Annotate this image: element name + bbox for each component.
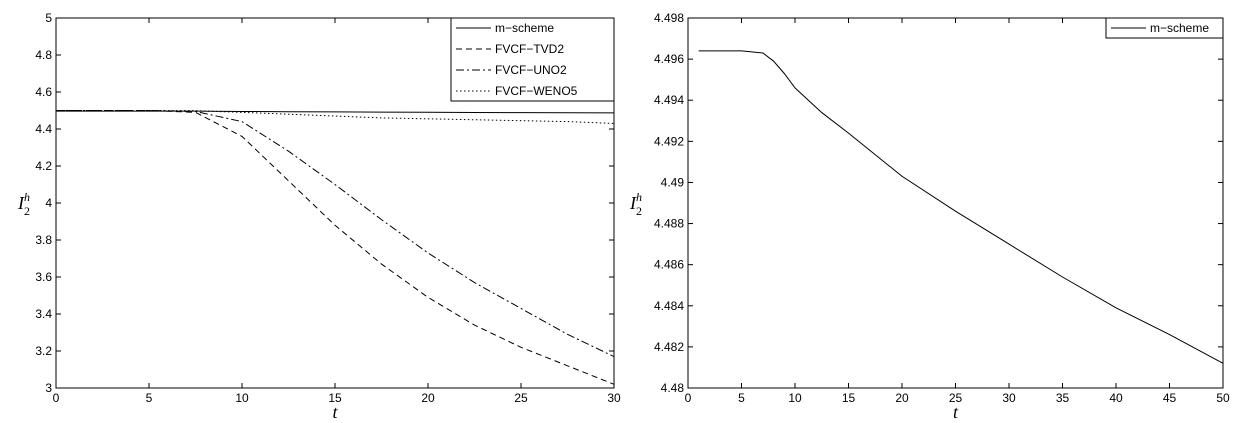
legend-label: m−scheme [495,21,554,35]
y-tick-label: 4.484 [654,299,684,313]
axes-box [687,17,1224,389]
data-line [698,50,1224,364]
legend: m−scheme [1105,17,1224,39]
y-tick-label: 3 [45,381,52,395]
y-tick-label: 3.2 [35,344,52,358]
y-tick-label: 4.6 [35,85,52,99]
x-tick-label: 30 [1002,391,1016,405]
y-tick-label: 4.492 [654,134,684,148]
legend-label: FVCF−UNO2 [495,63,567,77]
x-tick-label: 30 [607,391,621,405]
y-tick-label: 4.488 [654,217,684,231]
data-line [56,110,615,124]
data-line [56,110,615,385]
y-label-base: I [629,193,637,213]
y-tick-label: 4 [45,196,52,210]
y-tick-label: 4.494 [654,93,684,107]
y-tick-label: 5 [45,11,52,25]
y-label-sup: h [636,190,642,204]
x-tick-label: 50 [1216,391,1230,405]
y-axis-label: Ih 2 [17,190,30,218]
x-tick-label: 5 [146,391,153,405]
x-axis-label: t [953,402,959,422]
x-tick-label: 0 [685,391,692,405]
subplot: 0 5 10 15 20 25 30 35 40 45 50 4.48 4.482 4.484 4.486 4… [629,11,1230,422]
y-tick-label: 4.482 [654,340,684,354]
x-tick-label: 10 [235,391,249,405]
y-tick-label: 4.496 [654,52,684,66]
x-tick-label: 0 [53,391,60,405]
x-axis-label: t [332,402,338,422]
x-tick-label: 25 [514,391,528,405]
x-tick-label: 20 [421,391,435,405]
y-label-sub: 2 [636,204,642,218]
x-tick-label: 10 [788,391,802,405]
y-tick-label: 4.48 [661,381,685,395]
x-tick-label: 5 [738,391,745,405]
data-line [56,110,615,358]
x-tick-label: 20 [895,391,909,405]
legend-label: m−scheme [1150,21,1209,35]
y-tick-label: 4.498 [654,11,684,25]
x-tick-label: 15 [842,391,856,405]
y-label-sub: 2 [24,204,30,218]
y-tick-label: 3.4 [35,307,52,321]
y-tick-label: 4.2 [35,159,52,173]
legend-label: FVCF−WENO5 [495,84,578,98]
subplot: 0 5 10 15 20 25 30 3 3.2 3.4 3.6 3.8 4 4.2 4.4 4.6 4.8 5 t… [17,11,621,422]
y-axis-label: Ih 2 [629,190,642,218]
y-tick-label: 3.8 [35,233,52,247]
y-tick-label: 4.8 [35,48,52,62]
y-tick-label: 4.49 [661,175,685,189]
x-tick-label: 45 [1163,391,1177,405]
y-label-base: I [17,193,25,213]
y-label-sup: h [24,190,30,204]
y-tick-label: 4.4 [35,122,52,136]
y-tick-label: 4.486 [654,258,684,272]
x-tick-label: 40 [1109,391,1123,405]
legend-label: FVCF−TVD2 [495,42,564,56]
x-tick-label: 25 [949,391,963,405]
x-tick-label: 15 [328,391,342,405]
x-tick-label: 35 [1056,391,1070,405]
y-tick-label: 3.6 [35,270,52,284]
legend: m−scheme FVCF−TVD2 FVCF−UNO2 FVCF−WENO5 [450,17,615,102]
legend-box [450,17,615,102]
legend-box [1105,17,1224,39]
